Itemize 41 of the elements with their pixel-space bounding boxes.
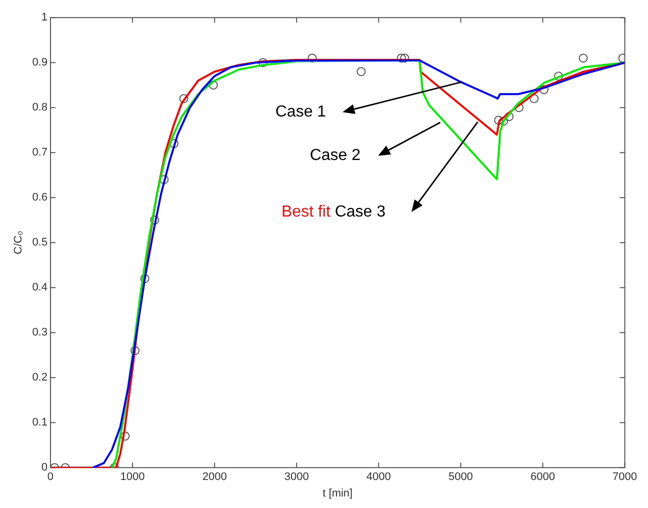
x-tick-label: 1000 xyxy=(120,471,145,484)
y-tick-label: 0.9 xyxy=(32,56,48,69)
point xyxy=(540,85,549,94)
y-tick-label: 0.2 xyxy=(32,372,48,384)
point xyxy=(208,80,218,90)
point xyxy=(504,112,514,122)
point xyxy=(494,116,504,125)
point xyxy=(396,54,406,63)
y-tick-label: 0.8 xyxy=(32,102,48,114)
y-tick-label: 0.5 xyxy=(32,236,48,249)
x-tick-label: 5000 xyxy=(448,471,473,484)
point xyxy=(160,175,169,184)
point xyxy=(578,54,588,63)
annotation: Best fit Case 3 xyxy=(282,203,386,220)
x-tick-label: 7000 xyxy=(612,471,638,484)
point xyxy=(400,54,410,63)
y-tick-label: 0.4 xyxy=(32,282,48,294)
point xyxy=(150,216,160,225)
annotation: Case 1 xyxy=(275,104,326,121)
point xyxy=(554,72,564,81)
x-axis-title: t [min] xyxy=(322,487,353,500)
point xyxy=(356,67,366,76)
point xyxy=(530,94,539,104)
x-tick-label: 6000 xyxy=(530,471,555,484)
annotation: Case 2 xyxy=(310,147,361,164)
point xyxy=(308,54,317,63)
point xyxy=(179,94,188,104)
y-tick-label: 0.1 xyxy=(32,416,48,429)
y-tick-label: 0.7 xyxy=(32,146,48,159)
y-tick-label: 0.6 xyxy=(32,192,48,204)
point xyxy=(120,432,130,441)
y-tick-label: 1 xyxy=(41,12,48,24)
x-tick-label: 2000 xyxy=(202,471,227,484)
y-tick-label: 0 xyxy=(41,462,48,474)
point xyxy=(130,346,140,356)
y-axis-title: C/C₀ xyxy=(12,230,25,254)
point xyxy=(140,274,150,284)
y-tick-label: 0.3 xyxy=(32,326,48,339)
point xyxy=(258,58,268,68)
x-tick-label: 4000 xyxy=(366,471,391,484)
x-tick-label: 3000 xyxy=(284,471,309,484)
